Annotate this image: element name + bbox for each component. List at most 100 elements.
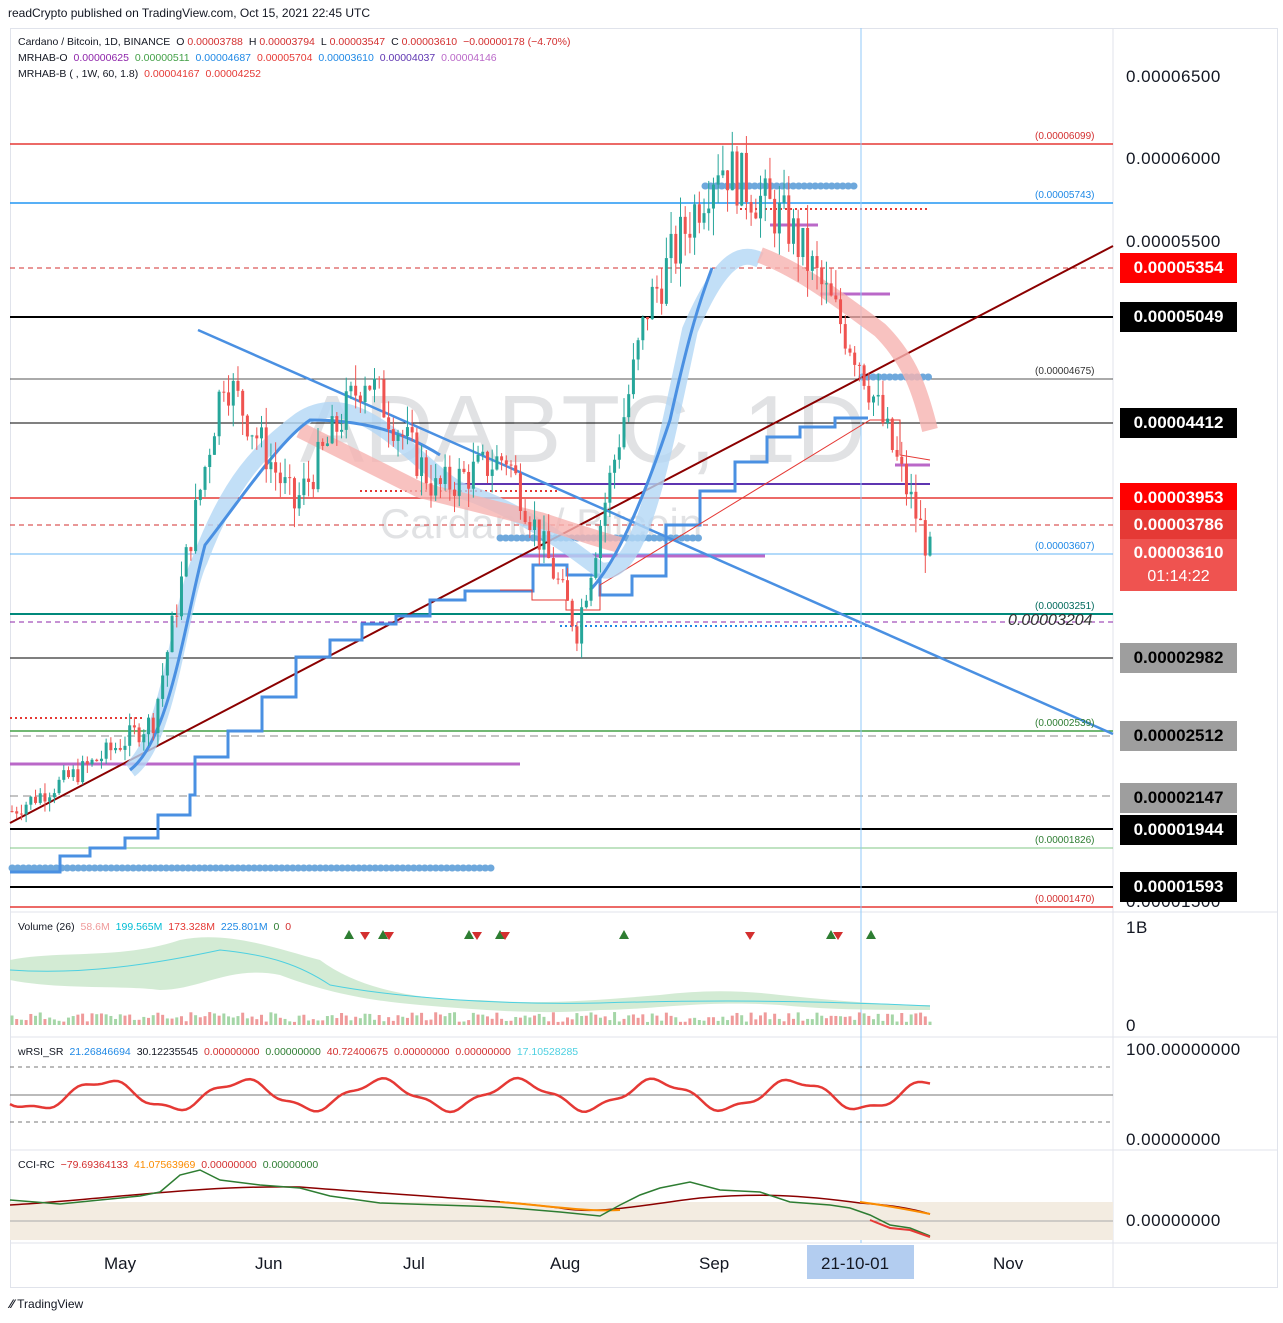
candle-body: [773, 198, 777, 234]
candles: [10, 131, 932, 823]
volume-axis-top: 1B: [1126, 918, 1148, 937]
candle-body: [660, 288, 664, 304]
candle-body: [175, 615, 179, 617]
volume-bar: [702, 1020, 706, 1025]
volume-bar: [693, 1017, 697, 1025]
volume-bar: [90, 1013, 94, 1025]
volume-bar: [420, 1012, 424, 1025]
candle-body: [71, 769, 75, 778]
candle-body: [358, 395, 362, 403]
volume-bar: [523, 1015, 527, 1025]
volume-bar: [269, 1012, 273, 1025]
candle-body: [377, 378, 381, 380]
candle-body: [85, 761, 89, 765]
price-tag: 0.00005354: [1120, 253, 1237, 283]
low-value: 0.00003547: [329, 36, 386, 48]
candle-body: [189, 547, 193, 552]
main-legend: Cardano / Bitcoin, 1D, BINANCE O 0.000037…: [18, 36, 571, 48]
month-label: Aug: [550, 1254, 581, 1273]
price-tag: 0.00002512: [1120, 721, 1237, 751]
candle-body: [382, 379, 386, 418]
candle-body: [730, 151, 734, 191]
symbol-title[interactable]: Cardano / Bitcoin, 1D, BINANCE: [18, 36, 171, 48]
level-label: (0.00001470): [1035, 894, 1095, 905]
candle-body: [10, 811, 14, 813]
candle-body: [580, 607, 584, 644]
price-tag: 0.00001593: [1120, 872, 1237, 902]
volume-bar: [646, 1021, 650, 1025]
candle-body: [707, 208, 711, 214]
volume-legend: Volume (26) 58.6M 199.565M 173.328M 225.…: [18, 921, 292, 933]
volume-bar: [608, 1020, 612, 1025]
candle-body: [142, 734, 146, 743]
candle-body: [862, 365, 866, 386]
candle-body: [754, 212, 758, 219]
volume-bar: [886, 1013, 890, 1025]
candle-body: [448, 466, 452, 490]
candle-body: [99, 758, 103, 762]
candle-body: [815, 256, 819, 268]
volume-bar: [29, 1013, 33, 1025]
volume-bar: [613, 1012, 617, 1025]
volume-bar: [834, 1015, 838, 1025]
candle-body: [547, 531, 551, 559]
rsi-legend: wRSI_SR 21.26846694 30.12235545 0.000000…: [18, 1046, 579, 1058]
volume-bar: [396, 1015, 400, 1025]
price-tag: 0.00002147: [1120, 783, 1237, 813]
price-tick: 0.00005500: [1126, 232, 1221, 251]
candle-body: [15, 811, 19, 814]
tradingview-logo[interactable]: ⁄⁄ TradingView: [10, 1297, 84, 1311]
candle-body: [335, 416, 339, 432]
volume-bar: [820, 1015, 824, 1025]
candle-body: [260, 427, 264, 439]
volume-bar: [622, 1018, 626, 1025]
candle-body: [151, 717, 155, 734]
candle-body: [307, 478, 311, 482]
candle-body: [584, 600, 588, 608]
volume-bar: [19, 1019, 23, 1025]
candle-body: [297, 495, 301, 509]
volume-bars: [10, 1012, 932, 1025]
candle-body: [928, 536, 932, 556]
price-tag: 0.00003953: [1120, 483, 1237, 513]
candle-body: [749, 202, 753, 213]
volume-bar: [448, 1012, 452, 1025]
level-label: (0.00001826): [1035, 835, 1095, 846]
candle-body: [744, 152, 748, 203]
high-value: 0.00003794: [259, 36, 315, 48]
volume-bar: [217, 1015, 221, 1025]
candle-body: [278, 472, 282, 484]
candle-body: [194, 500, 198, 552]
candle-body: [222, 391, 226, 393]
candle-body: [655, 286, 659, 289]
cci-legend: CCI-RC −79.69364133 41.07563969 0.000000…: [18, 1159, 319, 1171]
volume-bar: [716, 1020, 720, 1025]
red-thin-line: [500, 419, 931, 611]
volume-bar: [43, 1019, 47, 1025]
candle-body: [575, 626, 579, 644]
candle-body: [245, 415, 249, 437]
step-line: [10, 416, 868, 874]
month-label: May: [104, 1254, 137, 1273]
volume-bar: [114, 1018, 118, 1025]
level-label: (0.00006099): [1035, 131, 1095, 142]
cci-pane: [9, 1169, 1113, 1240]
volume-bar: [165, 1018, 169, 1025]
volume-bar: [551, 1012, 555, 1025]
candle-body: [438, 478, 442, 485]
volume-bar: [212, 1013, 216, 1025]
ma-line: [129, 267, 714, 772]
volume-bar: [429, 1019, 433, 1025]
candle-body: [34, 796, 38, 803]
volume-bar: [547, 1021, 551, 1025]
volume-bar: [85, 1021, 89, 1025]
volume-bar: [438, 1014, 442, 1025]
volume-bar: [824, 1018, 828, 1025]
volume-bar: [580, 1015, 584, 1025]
volume-bar: [801, 1020, 805, 1025]
candle-body: [114, 747, 118, 751]
candle-body: [424, 457, 428, 484]
candle-body: [165, 652, 169, 676]
volume-bar: [904, 1021, 908, 1025]
